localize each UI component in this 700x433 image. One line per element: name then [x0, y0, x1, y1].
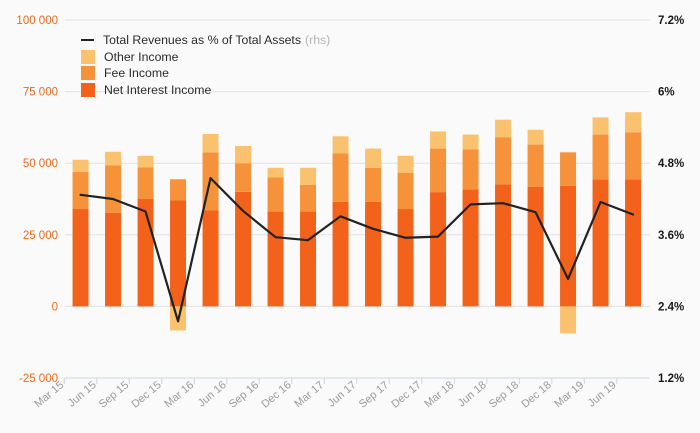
svg-text:6%: 6%: [658, 87, 675, 99]
svg-text:-25 000: -25 000: [19, 373, 58, 385]
svg-text:2.4%: 2.4%: [658, 301, 684, 313]
svg-text:7.2%: 7.2%: [658, 15, 684, 27]
svg-text:75 000: 75 000: [23, 87, 58, 99]
svg-text:4.8%: 4.8%: [658, 158, 684, 170]
svg-text:3.6%: 3.6%: [658, 230, 684, 242]
svg-text:50 000: 50 000: [23, 158, 58, 170]
svg-text:0: 0: [52, 301, 58, 313]
svg-text:25 000: 25 000: [23, 230, 58, 242]
svg-text:1.2%: 1.2%: [658, 373, 684, 385]
svg-text:100 000: 100 000: [16, 15, 58, 27]
